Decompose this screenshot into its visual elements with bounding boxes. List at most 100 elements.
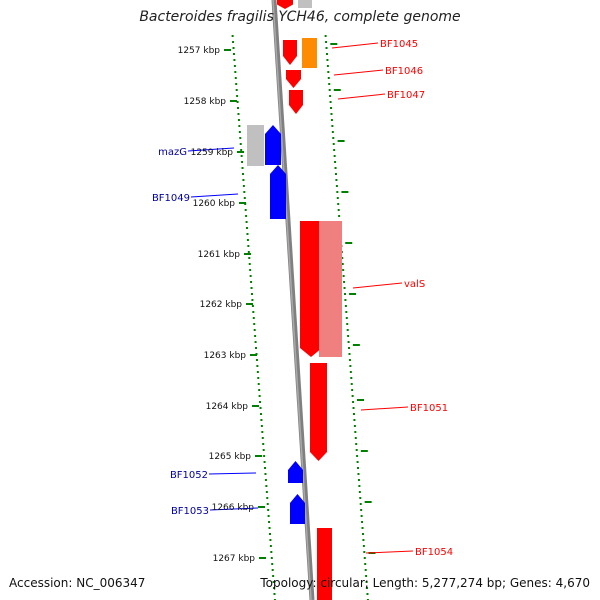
right-tick-dot [352, 407, 355, 409]
kbp-tick-label: 1261 kbp [198, 250, 241, 260]
left-tick-dot [233, 65, 236, 67]
left-tick-dot [243, 191, 246, 193]
right-tick-dot [346, 323, 349, 325]
right-tick-dot [327, 71, 330, 73]
right-tick-dot [349, 365, 352, 367]
right-tick-dot [349, 371, 352, 373]
left-tick-dot [259, 413, 262, 415]
forward-gene-leader [360, 406, 409, 411]
left-tick-dot [272, 575, 275, 577]
left-tick-dot [271, 569, 274, 571]
left-tick-dot [268, 533, 271, 535]
right-tick-dot [330, 107, 333, 109]
label-leaders [187, 42, 414, 554]
gene-arrow [298, 0, 312, 8]
left-tick-dot [239, 137, 242, 139]
kbp-tick-label: 1267 kbp [213, 554, 256, 564]
left-tick-dot [246, 239, 249, 241]
right-tick-dot [345, 317, 348, 319]
left-tick-dot [240, 149, 243, 151]
left-tick-dot [261, 437, 264, 439]
right-tick-dot [333, 155, 336, 157]
left-tick-dot [269, 539, 272, 541]
left-tick-dot [259, 401, 262, 403]
right-tick-dot [364, 569, 367, 571]
left-tick-dash [246, 303, 253, 305]
gene-arrow [270, 165, 286, 219]
left-tick-dot [271, 563, 274, 565]
right-tick-dot [352, 401, 355, 403]
right-tick-dot [363, 551, 366, 553]
reverse-gene-leader [208, 472, 257, 475]
left-tick-dot [268, 521, 271, 523]
right-tick-dot [341, 257, 344, 259]
right-tick-dot [344, 305, 347, 307]
right-tick-dot [343, 287, 346, 289]
left-tick-dash [250, 354, 257, 356]
left-tick-dot [262, 449, 265, 451]
right-tick-dot [351, 389, 354, 391]
right-tick-dot [347, 335, 350, 337]
right-tick-dot [363, 557, 366, 559]
kbp-tick-label: 1260 kbp [193, 199, 236, 209]
right-tick-dot [341, 263, 344, 265]
right-tick-dot [342, 275, 345, 277]
right-tick-dot [364, 563, 367, 565]
kbp-tick-label: 1258 kbp [184, 97, 227, 107]
left-tick-dot [232, 41, 235, 43]
forward-gene-leader [352, 282, 403, 289]
backbone-track [271, 0, 315, 600]
left-tick-dash [230, 100, 237, 102]
genome-title: Bacteroides fragilis YCH46, complete gen… [139, 9, 461, 25]
left-tick-dash [259, 557, 266, 559]
left-tick-dot [246, 227, 249, 229]
left-tick-dot [267, 515, 270, 517]
left-tick-dot [264, 479, 267, 481]
backbone-line [271, 0, 315, 600]
left-tick-dot [248, 263, 251, 265]
map-labels: 1257 kbp 1258 kbp 1259 kbp 1260 kbp 1261 kbp… [152, 39, 453, 564]
right-tick-dot [328, 83, 331, 85]
right-tick-dot [325, 47, 328, 49]
left-tick-dot [256, 365, 259, 367]
left-tick-dot [269, 545, 272, 547]
kbp-tick-label: 1262 kbp [200, 300, 243, 310]
left-tick-dot [238, 131, 241, 133]
accession-text: Accession: NC_006347 [9, 576, 146, 590]
kbp-tick-label: 1263 kbp [204, 351, 247, 361]
gene-arrow [289, 90, 303, 114]
backbone-highlight [272, 0, 312, 600]
left-tick-dot [232, 47, 235, 49]
right-tick-dot [337, 203, 340, 205]
right-tick-dot [329, 95, 332, 97]
forward-gene-label: BF1051 [410, 403, 448, 414]
right-tick-dot [345, 311, 348, 313]
right-tick-dash [345, 242, 353, 244]
left-tick-dot [232, 53, 235, 55]
left-tick-dot [237, 107, 240, 109]
left-tick-dot [241, 161, 244, 163]
gene-arrow [265, 125, 281, 165]
right-tick-dot [325, 53, 328, 55]
left-tick-dot [272, 581, 275, 583]
left-tick-dot [239, 143, 242, 145]
left-tick-dot [249, 275, 252, 277]
left-tick-dot [242, 179, 245, 181]
left-tick-dash [224, 49, 231, 51]
right-tick-dash [330, 43, 338, 45]
left-tick-dot [270, 551, 273, 553]
left-tick-dot [256, 371, 259, 373]
right-tick-dot [333, 149, 336, 151]
right-tick-dot [360, 515, 363, 517]
left-tick-dot [235, 89, 238, 91]
left-tick-dot [262, 443, 265, 445]
right-tick-dot [336, 197, 339, 199]
left-tick-dot [251, 299, 254, 301]
right-tick-dot [362, 545, 365, 547]
forward-gene-label: BF1054 [415, 547, 453, 558]
right-tick-dot [336, 191, 339, 193]
left-tick-dot [242, 185, 245, 187]
left-tick-dot [247, 245, 250, 247]
right-tick-dot [335, 179, 338, 181]
